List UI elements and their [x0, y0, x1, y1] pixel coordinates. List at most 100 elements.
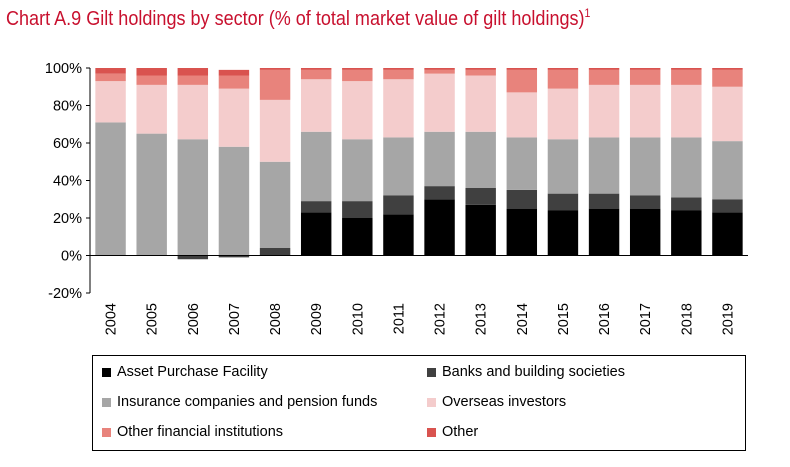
x-tick-label: 2011 [391, 303, 407, 334]
legend-label: Asset Purchase Facility [117, 364, 268, 380]
bar-segment-2011 [383, 69, 414, 80]
title-footnote-marker: 1 [584, 6, 591, 20]
bar-segment-2014 [506, 92, 538, 138]
bar-segment-2011 [383, 79, 414, 138]
y-tick-label: 80% [53, 99, 82, 115]
bar-segment-2012 [424, 68, 455, 70]
x-tick-label: 2007 [227, 303, 243, 335]
legend-item-insurance-pension: Insurance companies and pension funds [102, 394, 377, 410]
legend-swatch [102, 427, 111, 437]
bar-segment-2010 [342, 218, 373, 256]
bar-segment-2007 [218, 146, 250, 256]
bar-segment-2018 [671, 68, 702, 70]
legend-label: Other financial institutions [117, 424, 284, 440]
bar-segment-2018 [671, 69, 702, 85]
bar-segment-2017 [629, 137, 661, 196]
legend-item-other: Other [427, 424, 478, 440]
bar-segment-2006 [177, 75, 209, 85]
bar-segment-2005 [136, 68, 167, 76]
bar-segment-2011 [383, 137, 414, 196]
bar-segment-2010 [342, 68, 373, 70]
bar-segment-2013 [465, 75, 496, 132]
legend-swatch [427, 397, 436, 407]
bar-segment-2009 [300, 69, 332, 80]
chart-title: Chart A.9 Gilt holdings by sector (% of … [6, 6, 590, 31]
bar-segment-2016 [588, 137, 620, 194]
bar-segment-2009 [300, 131, 332, 202]
bar-segment-2018 [671, 210, 702, 256]
bar-segment-2005 [136, 84, 167, 134]
bar-segment-2018 [671, 197, 702, 211]
bar-segment-2014 [506, 208, 538, 256]
y-tick-label: 20% [53, 211, 82, 227]
legend-swatch [102, 397, 111, 407]
bar-segment-2016 [588, 68, 620, 70]
bar-segment-2008 [259, 161, 291, 248]
x-tick-label: 2006 [186, 303, 202, 335]
y-tick-label: 40% [53, 174, 82, 190]
bar-segment-2012 [424, 186, 455, 200]
legend-item-asset-purchase-facility: Asset Purchase Facility [102, 364, 268, 380]
x-tick-label: 2014 [515, 303, 531, 335]
bar-segment-2013 [465, 69, 496, 76]
bar-segment-2019 [712, 141, 743, 200]
bar-segment-2014 [506, 69, 538, 93]
bar-segment-2007 [218, 69, 250, 76]
bar-segment-2017 [629, 69, 661, 85]
x-tick-label: 2018 [679, 303, 695, 335]
bar-segment-2012 [424, 131, 455, 187]
x-tick-label: 2019 [720, 303, 736, 335]
bar-segment-2006 [177, 139, 209, 256]
bar-segment-2013 [465, 188, 496, 205]
y-tick-label: 60% [53, 136, 82, 152]
bar-segment-2017 [629, 195, 661, 209]
bar-segment-2015 [547, 193, 579, 211]
bar-segment-2007 [218, 88, 250, 147]
bar-segment-2016 [588, 69, 620, 85]
bar-segment-2013 [465, 204, 496, 256]
bar-segment-2017 [629, 84, 661, 138]
bar-segment-2010 [342, 201, 373, 218]
bar-segment-2015 [547, 88, 579, 140]
bar-segment-2014 [506, 189, 538, 209]
legend-label: Banks and building societies [442, 364, 625, 380]
chart-title-text: Chart A.9 Gilt holdings by sector (% of … [6, 6, 585, 30]
bar-segment-2016 [588, 208, 620, 256]
bar-segment-2004 [95, 73, 126, 82]
bar-segment-2019 [712, 212, 743, 256]
bar-segment-2015 [547, 139, 579, 194]
bar-segment-2019 [712, 69, 743, 87]
bar-segment-2009 [300, 79, 332, 132]
bar-segment-2008 [259, 69, 291, 100]
legend-item-other-financial-institutions: Other financial institutions [102, 424, 283, 440]
bar-segment-2010 [342, 139, 373, 202]
bar-segment-2009 [300, 201, 332, 213]
legend-swatch [427, 427, 436, 437]
bar-segment-2019 [712, 86, 743, 142]
bar-segment-2007 [218, 75, 250, 89]
bar-segment-2011 [383, 195, 414, 215]
bar-segment-2009 [300, 212, 332, 256]
bar-segment-2013 [465, 131, 496, 188]
x-tick-label: 2012 [433, 303, 449, 335]
bar-segment-2011 [383, 214, 414, 256]
bar-segment-2005 [136, 133, 167, 256]
bar-segment-2018 [671, 84, 702, 138]
legend-label: Other [442, 424, 479, 440]
bar-segment-2010 [342, 69, 373, 82]
bar-segment-2014 [506, 137, 538, 190]
bar-segment-2014 [506, 68, 538, 70]
bar-segment-2004 [95, 81, 126, 123]
bar-segment-2012 [424, 73, 455, 132]
bar-segment-2016 [588, 193, 620, 209]
bar-segment-2013 [465, 68, 496, 70]
x-tick-label: 2017 [638, 303, 654, 335]
y-tick-label: 100% [45, 61, 82, 77]
y-tick-label: 0% [61, 249, 82, 265]
bar-segment-2007 [218, 255, 250, 258]
bar-segment-2012 [424, 69, 455, 74]
bar-segment-2017 [629, 68, 661, 70]
legend-label: Overseas investors [442, 394, 567, 410]
x-tick-label: 2009 [309, 303, 325, 335]
legend-item-overseas-investors: Overseas investors [427, 394, 566, 410]
